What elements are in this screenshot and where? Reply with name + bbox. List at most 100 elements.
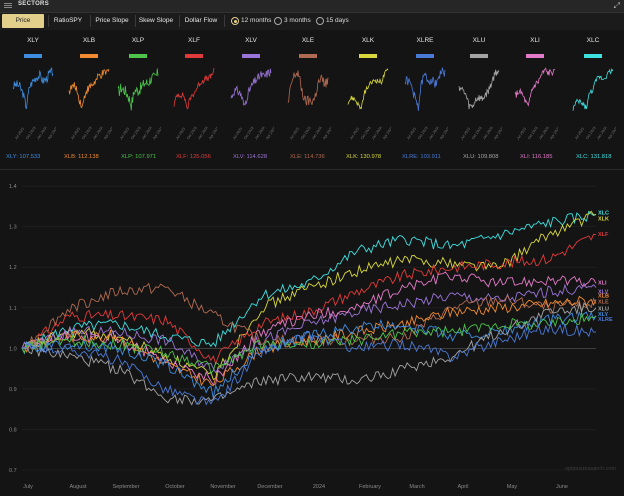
tab-skew-slope[interactable]: Skew Slope [138, 17, 174, 24]
mini-chart-xlk[interactable]: XLK Jul 2023 Oct 2023 Jan 2024 Apr 2024 [345, 32, 391, 166]
mini-date-labels: Jul 2023 Oct 2023 Jan 2024 Apr 2024 [171, 122, 217, 140]
color-swatch [185, 54, 203, 58]
sparkline-series [68, 68, 110, 109]
x-tick-label: February [359, 484, 381, 490]
mini-chart-ticker: XLF [188, 37, 200, 44]
tab-divider [48, 15, 49, 27]
range-12-months[interactable]: 12 months [231, 16, 271, 26]
mini-date-label: Apr 2024 [382, 126, 391, 140]
window-title: SECTORS [18, 1, 49, 7]
y-tick-label: 0.7 [9, 468, 17, 474]
tab-divider [90, 15, 91, 27]
sparkline [572, 67, 614, 111]
mini-date-label: Jul 2023 [516, 126, 528, 140]
y-tick-label: 1.1 [9, 306, 17, 312]
x-tick-label: March [409, 484, 424, 490]
sparkline-series [230, 68, 272, 106]
mini-chart-xly[interactable]: XLY Jul 2023 Oct 2023 Jan 2024 Apr 2024 [10, 32, 56, 166]
mini-date-label: Jul 2023 [232, 126, 244, 140]
x-tick-label: June [556, 484, 568, 490]
mini-chart-xlp[interactable]: XLP Jul 2023 Oct 2023 Jan 2024 Apr 2024 [115, 32, 161, 166]
sparkline [117, 68, 159, 111]
end-label-xlu: XLU [598, 307, 609, 313]
sparkline-series [572, 67, 614, 111]
sparkline-series [458, 69, 500, 110]
mini-date-labels: Jul 2023 Oct 2023 Jan 2024 Apr 2024 [66, 122, 112, 140]
range-label: 12 months [241, 17, 272, 24]
tab-dollar-flow[interactable]: Dollar Flow [184, 17, 218, 24]
mini-date-label: Jul 2023 [289, 126, 301, 140]
series-line-xlf [21, 233, 597, 366]
mini-date-labels: Jul 2023 Oct 2023 Jan 2024 Apr 2024 [402, 122, 448, 140]
mini-chart-ticker: XLI [530, 37, 540, 44]
mini-chart-xlre[interactable]: XLRE Jul 2023 Oct 2023 Jan 2024 Apr 2024 [402, 32, 448, 166]
range-3-months[interactable]: 3 months [274, 16, 311, 26]
series-line-xlc [22, 210, 597, 349]
mini-date-label: Jul 2023 [14, 126, 26, 140]
mini-date-labels: Jul 2023 Oct 2023 Jan 2024 Apr 2024 [228, 122, 274, 140]
mini-chart-xlf[interactable]: XLF Jul 2023 Oct 2023 Jan 2024 Apr 2024 [171, 32, 217, 166]
mini-date-labels: Jul 2023 Oct 2023 Jan 2024 Apr 2024 [285, 122, 331, 140]
mini-date-labels: Jul 2023 Oct 2023 Jan 2024 Apr 2024 [512, 122, 558, 140]
mini-chart-xlb[interactable]: XLB Jul 2023 Oct 2023 Jan 2024 Apr 2024 [66, 32, 112, 166]
radio-selected-icon [231, 17, 239, 25]
sparkline-series [287, 70, 329, 106]
legend-item-xlf: XLF: 125.056 [176, 154, 211, 160]
tab-ratiospy[interactable]: RatioSPY [53, 17, 83, 24]
mini-date-label: Apr 2024 [439, 126, 448, 140]
legend-item-xly: XLY: 107.533 [6, 154, 41, 160]
end-label-xly: XLY [598, 312, 609, 318]
mini-date-labels: Jul 2023 Oct 2023 Jan 2024 Apr 2024 [115, 122, 161, 140]
mini-date-label: Jul 2023 [460, 126, 472, 140]
sparkline-series [347, 68, 389, 110]
tab-divider [224, 15, 225, 27]
color-swatch [470, 54, 488, 58]
mini-chart-ticker: XLU [472, 37, 486, 44]
mini-date-label: Apr 2024 [493, 126, 502, 140]
tab-price-slope[interactable]: Price Slope [95, 17, 129, 24]
mini-date-label: Jul 2023 [119, 126, 131, 140]
series-line-xli [21, 271, 597, 386]
series-line-xlre [21, 322, 597, 406]
y-tick-label: 1.4 [9, 184, 17, 190]
x-tick-label: May [507, 484, 518, 490]
x-tick-label: December [257, 484, 283, 490]
tab-price[interactable]: Price [2, 14, 44, 28]
sparkline [287, 70, 329, 106]
mini-chart-ticker: XLP [131, 37, 145, 44]
mini-chart-ticker: XLE [301, 37, 315, 44]
legend-item-xlb: XLB: 112.138 [64, 154, 99, 160]
color-swatch [299, 54, 317, 58]
mini-chart-xli[interactable]: XLI Jul 2023 Oct 2023 Jan 2024 Apr 2024 [512, 32, 558, 166]
x-tick-label: September [113, 484, 140, 490]
end-label-xle: XLE [598, 300, 609, 306]
mini-chart-xle[interactable]: XLE Jul 2023 Oct 2023 Jan 2024 Apr 2024 [285, 32, 331, 166]
mini-chart-xlu[interactable]: XLU Jul 2023 Oct 2023 Jan 2024 Apr 2024 [456, 32, 502, 166]
sparkline [404, 67, 446, 111]
mini-chart-xlc[interactable]: XLC Jul 2023 Oct 2023 Jan 2024 Apr 2024 [570, 32, 616, 166]
mini-date-label: Jul 2023 [574, 126, 586, 140]
legend-item-xlp: XLP: 107.971 [121, 154, 157, 160]
range-15-days[interactable]: 15 days [316, 16, 349, 26]
sparkline [230, 68, 272, 106]
toolbar: Price RatioSPY Price Slope Skew Slope Do… [0, 13, 624, 30]
mini-date-labels: Jul 2023 Oct 2023 Jan 2024 Apr 2024 [10, 122, 56, 140]
mini-date-labels: Jul 2023 Oct 2023 Jan 2024 Apr 2024 [345, 122, 391, 140]
series-line-xly [21, 310, 597, 399]
series-line-xlb [21, 295, 597, 387]
legend-item-xli: XLI: 116.185 [520, 154, 553, 160]
color-swatch [416, 54, 434, 58]
divider [0, 169, 624, 170]
mini-chart-ticker: XLRE [416, 37, 434, 44]
expand-icon[interactable]: ⤢ [613, 1, 620, 10]
menu-grip-icon[interactable] [4, 3, 12, 9]
sector-mini-charts: XLY Jul 2023 Oct 2023 Jan 2024 Apr 2024 XLB Ju… [0, 32, 624, 166]
mini-date-labels: Jul 2023 Oct 2023 Jan 2024 Apr 2024 [570, 122, 616, 140]
tab-divider [179, 15, 180, 27]
mini-chart-ticker: XLB [82, 37, 96, 44]
mini-chart-xlv[interactable]: XLV Jul 2023 Oct 2023 Jan 2024 Apr 2024 [228, 32, 274, 166]
mini-date-label: Apr 2024 [549, 126, 558, 140]
sparkline-series [12, 67, 54, 110]
window-titlebar: SECTORS ⤢ [0, 0, 624, 13]
color-swatch [359, 54, 377, 58]
